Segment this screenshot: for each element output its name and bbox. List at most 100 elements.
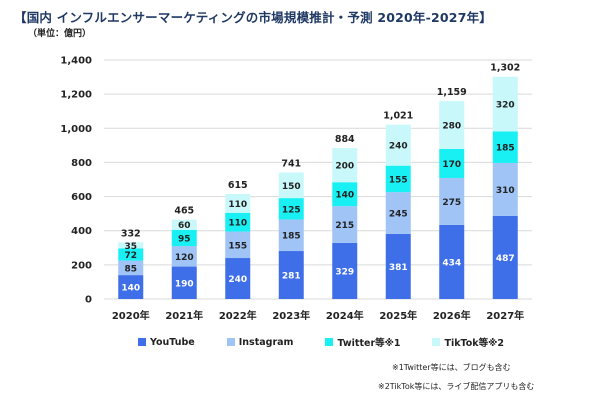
data-label: 140: [335, 191, 354, 201]
bar-segment: [278, 172, 304, 199]
bar-segment: [492, 76, 518, 132]
bar-segment: [332, 206, 358, 243]
data-label: 140: [121, 284, 140, 294]
y-tick-label: 1,200: [60, 90, 92, 101]
x-tick-label: 2022年: [219, 309, 257, 322]
data-label: 150: [282, 182, 301, 192]
legend-label-tiktok: TikTok等※2: [444, 338, 504, 349]
data-label: 125: [282, 205, 301, 215]
data-label: 110: [228, 219, 247, 229]
bar-segment: [225, 258, 251, 299]
bar-segment: [171, 246, 197, 267]
x-tick-label: 2021年: [165, 309, 203, 322]
data-label: 185: [282, 232, 301, 242]
total-label: 465: [174, 206, 194, 217]
data-label: 434: [442, 258, 461, 268]
bar-segment: [385, 233, 411, 299]
data-label: 240: [389, 142, 408, 152]
footnote-1: ※1Twitter等には、ブログも含む: [392, 363, 511, 372]
legend-item-twitter: Twitter等※1: [325, 335, 400, 349]
chart-title: 【国内 インフルエンサーマーケティングの市場規模推計・予測 2020年-2027…: [14, 10, 492, 25]
x-tick-label: 2020年: [112, 309, 150, 322]
data-label: 185: [496, 144, 515, 154]
data-label: 110: [228, 200, 247, 210]
y-tick-label: 400: [71, 226, 92, 237]
y-tick-label: 800: [71, 158, 92, 169]
bar-segment: [439, 148, 465, 178]
total-label: 741: [281, 159, 301, 170]
data-label: 310: [496, 186, 515, 196]
bar-segment: [439, 224, 465, 299]
footnote-2: ※2TikTok等には、ライブ配信アプリも含む: [378, 382, 535, 391]
total-label: 615: [228, 180, 248, 191]
data-label: 240: [228, 275, 247, 285]
bar-segment: [332, 182, 358, 207]
total-label: 1,302: [490, 63, 520, 74]
bar-segment: [118, 275, 144, 299]
bar-segment: [171, 229, 197, 247]
bar-segment: [118, 260, 144, 276]
bar-segment: [492, 215, 518, 299]
data-label: 200: [335, 162, 354, 172]
y-tick-label: 1,400: [60, 56, 92, 67]
x-tick-label: 2025年: [379, 309, 417, 322]
bar-segment: [278, 198, 304, 220]
data-label: 190: [175, 279, 194, 289]
data-label: 280: [442, 122, 461, 132]
bar-segment: [385, 124, 411, 166]
bar-segment: [118, 248, 144, 261]
data-label: 60: [178, 221, 191, 231]
total-label: 884: [335, 134, 355, 145]
data-label: 329: [335, 267, 354, 277]
legend-item-instagram: Instagram: [226, 335, 294, 349]
legend-swatch-tiktok: [432, 338, 441, 346]
data-label: 155: [228, 241, 247, 251]
bar-segment: [171, 219, 197, 230]
bar-segment: [385, 165, 411, 193]
bar-segment: [332, 148, 358, 183]
bar-segment: [171, 266, 197, 299]
data-label: 85: [124, 264, 137, 274]
data-label: 487: [496, 254, 515, 264]
unit-label: （単位：億円）: [28, 29, 92, 39]
bar-segment: [225, 231, 251, 259]
legend-label-instagram: Instagram: [238, 336, 294, 348]
legend-item-youtube: YouTube: [138, 335, 195, 349]
bar-segment: [225, 212, 251, 232]
legend-label-youtube: YouTube: [150, 336, 195, 348]
bar-segment: [492, 162, 518, 216]
bar-segment: [332, 242, 358, 299]
x-tick-label: 2024年: [326, 309, 364, 322]
x-tick-label: 2023年: [272, 309, 310, 322]
legend-item-tiktok: TikTok等※2: [432, 335, 504, 349]
x-tick-label: 2027年: [486, 309, 524, 322]
y-tick-label: 1,000: [60, 124, 92, 135]
data-label: 72: [124, 251, 137, 261]
y-tick-label: 600: [71, 192, 92, 203]
data-label: 95: [178, 234, 191, 244]
total-label: 332: [121, 228, 141, 239]
bar-segment: [225, 194, 251, 213]
data-label: 155: [389, 175, 408, 185]
bar-segment: [118, 242, 144, 249]
legend-swatch-twitter: [325, 338, 334, 346]
data-label: 35: [124, 242, 137, 252]
data-label: 281: [282, 272, 301, 282]
x-tick-label: 2026年: [433, 309, 471, 322]
legend-label-twitter: Twitter等※1: [337, 338, 401, 349]
total-label: 1,021: [383, 111, 413, 122]
total-label: 1,159: [437, 87, 467, 98]
data-label: 275: [442, 198, 461, 208]
data-label: 381: [389, 263, 408, 273]
y-tick-label: 200: [71, 260, 92, 271]
legend-swatch-youtube: [138, 338, 146, 346]
legend-swatch-instagram: [226, 338, 235, 346]
data-label: 245: [389, 210, 408, 220]
bar-segment: [439, 177, 465, 225]
bar-segment: [385, 192, 411, 234]
data-label: 320: [496, 101, 515, 111]
bar-segment: [278, 219, 304, 252]
bar-segment: [278, 251, 304, 299]
